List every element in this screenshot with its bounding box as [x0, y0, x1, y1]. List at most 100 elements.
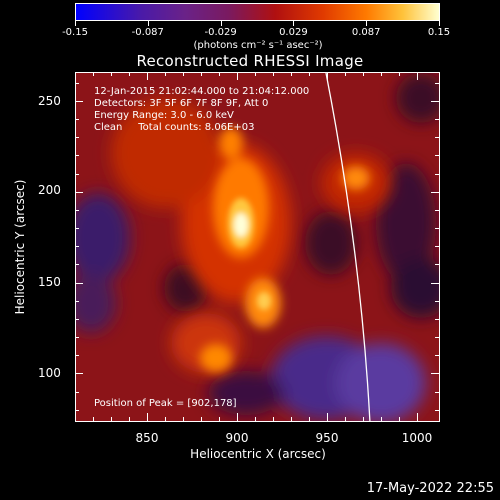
axis-tick	[147, 413, 148, 421]
axis-tick	[435, 319, 439, 320]
info-peak-position: Position of Peak = [902,178]	[94, 398, 237, 409]
colorbar-tick	[147, 21, 149, 26]
axis-tick	[75, 355, 79, 356]
axis-tick	[75, 246, 79, 247]
axis-tick	[399, 72, 400, 76]
axis-tick	[435, 174, 439, 175]
axis-tick	[75, 228, 79, 229]
axis-tick	[75, 373, 83, 374]
x-tick-label: 850	[135, 431, 159, 445]
info-detectors: Detectors: 3F 5F 6F 7F 8F 9F, Att 0	[94, 98, 269, 109]
axis-tick	[435, 228, 439, 229]
axis-tick	[399, 417, 400, 421]
image-peak-core	[228, 198, 271, 310]
axis-tick	[165, 72, 166, 76]
axis-tick	[431, 373, 439, 374]
axis-tick	[75, 174, 79, 175]
axis-tick	[431, 283, 439, 284]
axis-tick	[363, 417, 364, 421]
axis-tick	[435, 119, 439, 120]
axis-tick	[75, 210, 79, 211]
axis-tick	[435, 210, 439, 211]
rhessi-image	[76, 73, 439, 421]
axis-tick	[417, 413, 418, 421]
axis-tick	[345, 72, 346, 76]
axis-tick	[431, 101, 439, 102]
y-tick-label: 200	[38, 183, 61, 197]
colorbar-unit-label: (photons cm⁻² s⁻¹ asec⁻²)	[193, 40, 323, 51]
x-tick-label: 900	[225, 431, 249, 445]
axis-tick	[345, 417, 346, 421]
axis-tick	[381, 72, 382, 76]
axis-tick	[435, 355, 439, 356]
colorbar-tick-label: 0.087	[351, 27, 381, 38]
axis-tick	[111, 417, 112, 421]
axis-tick	[291, 72, 292, 76]
x-tick-label: 950	[315, 431, 339, 445]
axis-tick	[75, 137, 79, 138]
colorbar	[75, 3, 440, 21]
axis-tick	[435, 410, 439, 411]
y-tick-label: 150	[38, 275, 61, 289]
axis-tick	[201, 72, 202, 76]
axis-tick	[219, 72, 220, 76]
axis-tick	[93, 72, 94, 76]
info-energy-range: Energy Range: 3.0 - 6.0 keV	[94, 110, 234, 121]
axis-tick	[255, 417, 256, 421]
axis-tick	[435, 301, 439, 302]
y-tick-label: 100	[38, 366, 61, 380]
axis-tick	[111, 72, 112, 76]
rhessi-image-plot: 12-Jan-2015 21:02:44.000 to 21:04:12.000…	[75, 72, 440, 422]
axis-tick	[93, 417, 94, 421]
y-tick-label: 250	[38, 94, 61, 108]
colorbar-tick-label: -0.15	[62, 27, 88, 38]
axis-tick	[129, 72, 130, 76]
axis-tick	[165, 417, 166, 421]
axis-tick	[417, 72, 418, 80]
axis-tick	[435, 83, 439, 84]
axis-tick	[237, 72, 238, 80]
colorbar-tick	[75, 21, 76, 26]
axis-tick	[435, 155, 439, 156]
axis-tick	[75, 264, 79, 265]
colorbar-tick-label: -0.029	[204, 27, 237, 38]
axis-tick	[75, 101, 83, 102]
axis-tick	[381, 417, 382, 421]
axis-tick	[273, 417, 274, 421]
axis-tick	[237, 413, 238, 421]
colorbar-tick	[439, 21, 440, 26]
axis-tick	[435, 137, 439, 138]
axis-tick	[201, 417, 202, 421]
axis-tick	[309, 417, 310, 421]
image-title: Reconstructed RHESSI Image	[136, 52, 364, 70]
axis-tick	[147, 72, 148, 80]
y-axis-label: Heliocentric Y (arcsec)	[13, 179, 27, 315]
axis-tick	[75, 301, 79, 302]
colorbar-tick-label: -0.087	[131, 27, 164, 38]
axis-tick	[75, 155, 79, 156]
axis-tick	[75, 319, 79, 320]
colorbar-tick	[366, 21, 368, 26]
axis-tick	[363, 72, 364, 76]
solar-limb	[325, 73, 371, 421]
axis-tick	[219, 417, 220, 421]
timestamp: 17-May-2022 22:55	[366, 481, 494, 496]
colorbar-tick-label: 0.029	[279, 27, 308, 38]
colorbar-tick	[220, 21, 222, 26]
axis-tick	[327, 413, 328, 421]
axis-tick	[75, 283, 83, 284]
colorbar-tick	[293, 21, 295, 26]
axis-tick	[435, 246, 439, 247]
axis-tick	[75, 119, 79, 120]
axis-tick	[435, 337, 439, 338]
axis-tick	[327, 72, 328, 80]
axis-tick	[435, 392, 439, 393]
colorbar-tick-label: 0.15	[427, 27, 451, 38]
axis-tick	[435, 264, 439, 265]
info-time-range: 12-Jan-2015 21:02:44.000 to 21:04:12.000	[94, 86, 310, 97]
axis-tick	[255, 72, 256, 76]
info-clean-counts: Clean Total counts: 8.06E+03	[94, 122, 255, 133]
axis-tick	[291, 417, 292, 421]
axis-tick	[75, 83, 79, 84]
axis-tick	[431, 192, 439, 193]
